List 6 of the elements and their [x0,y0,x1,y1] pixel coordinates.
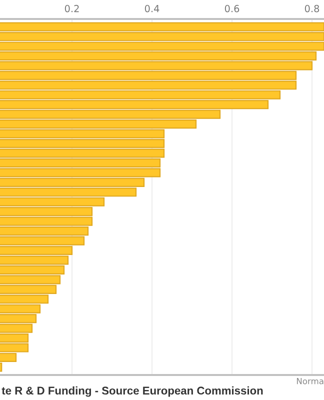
x-tick-label: 0.6 [224,4,240,12]
x-tick-label: 0.8 [304,4,320,12]
x-tick-label: 0.2 [64,4,79,12]
x-axis-title: Norma [296,378,324,384]
x-tick-label: 0.4 [144,4,160,12]
text: te R & D Funding - Source European Commission [2,386,263,397]
